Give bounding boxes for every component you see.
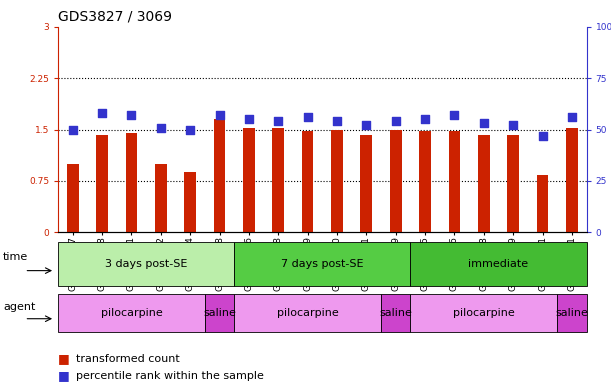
Text: pilocarpine: pilocarpine [453,308,514,318]
Point [420,116,430,122]
Point [97,110,107,116]
Bar [67,164,79,232]
Text: 7 days post-SE: 7 days post-SE [281,259,364,269]
Text: ■: ■ [58,353,70,366]
Bar [360,135,372,232]
Text: ■: ■ [58,369,70,382]
Bar [419,131,431,232]
Bar [448,131,460,232]
Point [244,116,254,122]
Text: pilocarpine: pilocarpine [101,308,163,318]
Point [68,126,78,132]
Point [391,118,401,124]
Point [185,126,195,132]
Bar [507,135,519,232]
Point [332,118,342,124]
Text: GDS3827 / 3069: GDS3827 / 3069 [58,10,172,23]
Bar [185,172,196,232]
Bar [155,164,167,232]
Bar [331,130,343,232]
Point [567,114,577,120]
Bar [243,128,255,232]
Text: agent: agent [3,302,35,312]
Text: saline: saline [379,308,412,318]
Point [538,133,547,139]
Text: transformed count: transformed count [76,354,180,364]
Point [508,122,518,129]
Bar [96,135,108,232]
Point [302,114,312,120]
Text: 3 days post-SE: 3 days post-SE [105,259,188,269]
Bar [390,130,401,232]
Point [126,112,136,118]
Text: saline: saline [555,308,588,318]
Text: pilocarpine: pilocarpine [277,308,338,318]
Bar [478,135,489,232]
Text: saline: saline [203,308,236,318]
Point [362,122,371,129]
Point [214,112,224,118]
Text: immediate: immediate [469,259,529,269]
Bar [302,131,313,232]
Point [273,118,283,124]
Point [450,112,459,118]
Text: percentile rank within the sample: percentile rank within the sample [76,371,264,381]
Bar [566,128,578,232]
Bar [536,175,549,232]
Bar [273,128,284,232]
Point [479,120,489,126]
Text: time: time [3,252,28,262]
Bar [214,119,225,232]
Point [156,124,166,131]
Bar [126,133,137,232]
